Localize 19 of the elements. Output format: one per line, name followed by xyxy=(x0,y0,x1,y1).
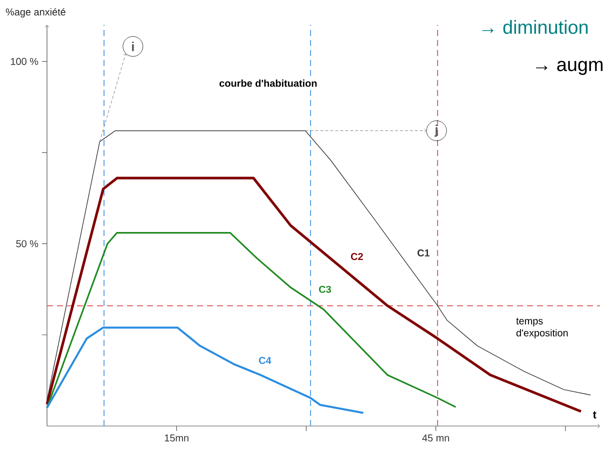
series-label: C3 xyxy=(319,286,331,293)
text: courbe d'habituation xyxy=(220,79,317,87)
annotation: temps d'exposition xyxy=(516,318,568,338)
series-label: C4 xyxy=(258,356,272,364)
annotation: → diminution xyxy=(482,20,588,34)
line-series xyxy=(46,176,582,413)
x-axis-title: t xyxy=(592,411,596,418)
y-axis-title: %age anxiété xyxy=(6,8,66,18)
annotation: → augm xyxy=(536,60,603,75)
series-label: C2 xyxy=(350,253,363,260)
line-series xyxy=(46,326,364,414)
annotation: i xyxy=(132,42,134,52)
x-tick-label: 15mn xyxy=(164,434,188,442)
y-tick-label: 100 % xyxy=(10,58,38,65)
y-tick-label: 50 % xyxy=(16,240,38,248)
annotation: j xyxy=(434,124,438,137)
line-series xyxy=(46,232,457,409)
x-tick-label: 45 mn xyxy=(422,434,450,442)
series-label: C1 xyxy=(418,249,430,256)
